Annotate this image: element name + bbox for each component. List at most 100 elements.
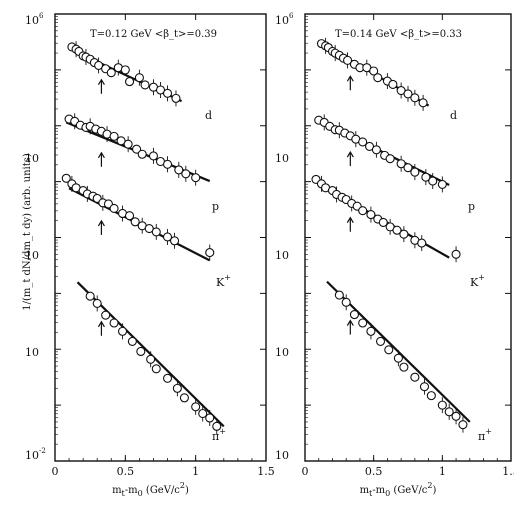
arrow-head — [346, 319, 354, 326]
data-point — [451, 411, 461, 421]
x-axis-label-part: (GeV/c — [390, 485, 428, 496]
arrow-head — [346, 216, 354, 224]
right-panel: 00.511.510101010106T=0.14 GeV <β_t>=0.33… — [275, 12, 514, 498]
data-point — [396, 159, 406, 169]
y-tick-label-base: 10 — [25, 346, 39, 359]
title-flow-velocity: <β_t>=0.33 — [400, 29, 462, 40]
x-tick-label: 1 — [192, 465, 199, 478]
species-label-base: K — [216, 276, 225, 289]
data-point — [205, 248, 215, 258]
data-point — [179, 393, 189, 403]
series-Kplus: K+ — [311, 174, 485, 289]
x-axis-label-part: ) — [433, 485, 437, 496]
x-axis-label-part: -m — [372, 485, 385, 496]
series-p: p — [64, 113, 219, 213]
data-point — [418, 98, 428, 108]
series-Kplus: K+ — [61, 173, 231, 289]
y-tick-label-exponent: 6 — [39, 12, 44, 20]
data-point — [392, 225, 402, 235]
data-point — [101, 310, 111, 320]
x-axis-label-sub: 0 — [138, 489, 143, 498]
y-tick-label-base: 10 — [25, 449, 39, 462]
data-point — [162, 159, 173, 169]
data-point — [198, 408, 208, 419]
x-tick-label: 0.5 — [365, 465, 383, 478]
species-label-base: π — [212, 430, 219, 443]
x-axis-label: mt-m0 (GeV/c2) — [112, 481, 189, 498]
data-point — [109, 131, 119, 141]
data-point — [172, 383, 182, 393]
species-label: K+ — [470, 273, 485, 289]
data-point — [174, 165, 184, 175]
series-d: d — [316, 37, 457, 122]
data-point — [127, 336, 137, 346]
title-temperature: T=0.12 GeV — [90, 29, 155, 40]
data-point — [403, 89, 413, 99]
data-point — [151, 227, 161, 237]
data-point — [146, 354, 156, 364]
y-tick-label-base: 10 — [275, 249, 289, 262]
arrow-head — [346, 150, 354, 158]
species-label: d — [205, 109, 212, 122]
data-point — [385, 154, 395, 164]
data-point — [437, 400, 447, 410]
data-point — [399, 229, 409, 239]
y-tick-label: 106 — [25, 12, 44, 27]
data-point — [130, 217, 140, 227]
data-point — [437, 179, 447, 189]
species-label: π+ — [212, 427, 226, 443]
data-point — [125, 77, 135, 87]
panel-title: T=0.12 GeV <β_t>=0.39 — [90, 29, 217, 40]
data-point — [162, 232, 173, 242]
x-axis-label-part: -m — [125, 485, 138, 496]
data-point — [151, 364, 161, 374]
title-temperature: T=0.14 GeV — [335, 29, 400, 40]
y-tick-label: 10 — [25, 249, 39, 262]
data-point — [120, 65, 130, 75]
data-point — [458, 420, 468, 430]
data-point — [132, 144, 142, 154]
species-label-charge: + — [478, 273, 485, 282]
data-point — [341, 297, 351, 307]
data-point — [410, 372, 420, 382]
data-point — [366, 326, 376, 336]
x-axis-label-part: m — [112, 485, 122, 496]
data-point — [109, 318, 119, 328]
data-point — [373, 73, 383, 83]
data-point — [451, 249, 461, 259]
data-point — [399, 362, 409, 372]
x-axis-label-sub: t — [122, 489, 126, 498]
data-point — [170, 236, 180, 246]
data-point — [191, 173, 201, 183]
arrow-head — [97, 151, 105, 159]
data-point — [117, 326, 128, 336]
data-point — [134, 73, 144, 83]
data-point — [92, 298, 102, 308]
data-point — [85, 291, 95, 301]
y-tick-label: 10 — [25, 346, 39, 359]
data-point — [162, 373, 173, 383]
data-point — [388, 79, 398, 89]
x-axis-label-part: m — [360, 485, 370, 496]
data-point — [181, 169, 191, 179]
data-point — [334, 290, 344, 300]
y-tick-label-base: 10 — [275, 449, 289, 462]
data-point — [444, 407, 454, 417]
y-tick-label-exponent: 6 — [289, 12, 294, 20]
x-axis-label-part: ) — [185, 485, 189, 496]
y-tick-label: 10 — [275, 449, 289, 462]
data-point — [148, 151, 159, 161]
x-tick-label: 0.5 — [117, 465, 135, 478]
x-axis-label-part: (GeV/c — [143, 485, 181, 496]
y-tick-label-base: 10 — [275, 14, 289, 27]
species-label: p — [212, 200, 219, 213]
series-p: p — [314, 114, 475, 213]
data-point — [421, 172, 431, 182]
data-point — [358, 206, 368, 216]
species-label-base: p — [468, 200, 475, 213]
data-point — [358, 318, 368, 328]
data-point — [428, 176, 438, 186]
y-tick-label-base: 10 — [25, 249, 39, 262]
